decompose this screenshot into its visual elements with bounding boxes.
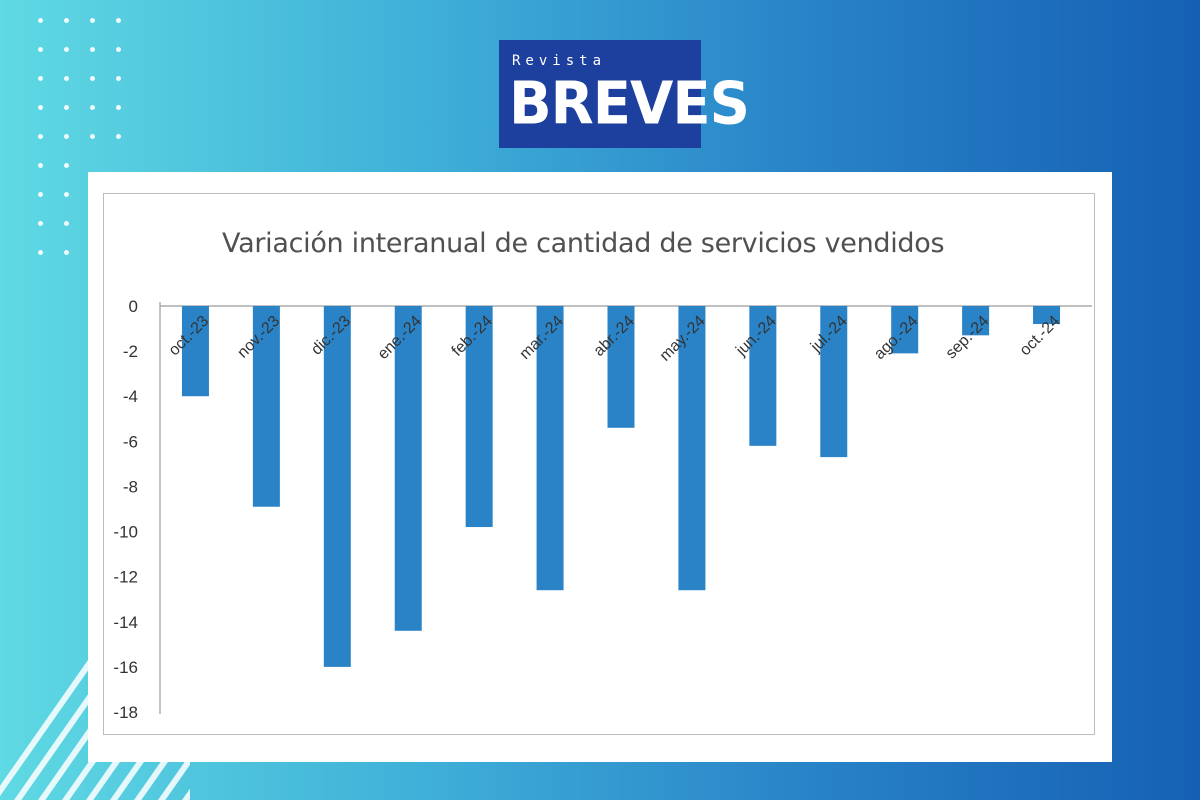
y-tick-label: -8 bbox=[123, 477, 138, 496]
y-tick-label: -14 bbox=[113, 613, 138, 632]
y-tick-label: -16 bbox=[113, 658, 138, 677]
bar bbox=[607, 306, 635, 428]
bar bbox=[820, 306, 848, 458]
bar bbox=[749, 306, 777, 446]
decorative-dot bbox=[38, 163, 43, 168]
decorative-dot bbox=[64, 105, 69, 110]
logo-big-text: BREVES bbox=[509, 70, 750, 139]
decorative-dot bbox=[116, 134, 121, 139]
decorative-dot bbox=[38, 105, 43, 110]
bar bbox=[536, 306, 564, 591]
decorative-dot bbox=[90, 47, 95, 52]
decorative-dot bbox=[38, 221, 43, 226]
revista-breves-logo: Revista BREVES bbox=[499, 40, 750, 148]
decorative-dot bbox=[38, 250, 43, 255]
bar bbox=[252, 306, 280, 507]
bar bbox=[323, 306, 351, 667]
decorative-dot bbox=[90, 134, 95, 139]
decorative-dot bbox=[64, 47, 69, 52]
bar bbox=[962, 306, 990, 336]
y-tick-label: -18 bbox=[113, 703, 138, 722]
decorative-dot bbox=[116, 76, 121, 81]
decorative-dot bbox=[116, 105, 121, 110]
decorative-dot bbox=[38, 192, 43, 197]
decorative-dot bbox=[116, 47, 121, 52]
bar bbox=[678, 306, 706, 591]
decorative-dot bbox=[64, 250, 69, 255]
y-tick-label: -6 bbox=[123, 432, 138, 451]
bar bbox=[394, 306, 422, 631]
y-tick-label: -12 bbox=[113, 568, 138, 587]
decorative-dot bbox=[116, 18, 121, 23]
decorative-dot bbox=[38, 47, 43, 52]
y-tick-label: -4 bbox=[123, 387, 138, 406]
y-tick-label: -10 bbox=[113, 523, 138, 542]
decorative-dot bbox=[64, 76, 69, 81]
decorative-dot bbox=[90, 76, 95, 81]
decorative-dot bbox=[90, 105, 95, 110]
decorative-dot bbox=[64, 18, 69, 23]
decorative-dot bbox=[38, 134, 43, 139]
decorative-dot bbox=[38, 76, 43, 81]
logo-small-text: Revista bbox=[512, 53, 607, 69]
decorative-dot bbox=[64, 221, 69, 226]
bar bbox=[891, 306, 919, 354]
decorative-dot bbox=[64, 163, 69, 168]
y-tick-label: -2 bbox=[123, 342, 138, 361]
decorative-dot bbox=[38, 18, 43, 23]
bar bbox=[181, 306, 209, 397]
decorative-dot bbox=[64, 192, 69, 197]
decorative-dot-grid bbox=[30, 10, 140, 270]
chart-title: Variación interanual de cantidad de serv… bbox=[222, 228, 945, 259]
decorative-dot bbox=[90, 18, 95, 23]
bar bbox=[465, 306, 493, 528]
decorative-dot bbox=[64, 134, 69, 139]
y-tick-label: 0 bbox=[129, 297, 138, 316]
bar bbox=[1033, 306, 1061, 325]
